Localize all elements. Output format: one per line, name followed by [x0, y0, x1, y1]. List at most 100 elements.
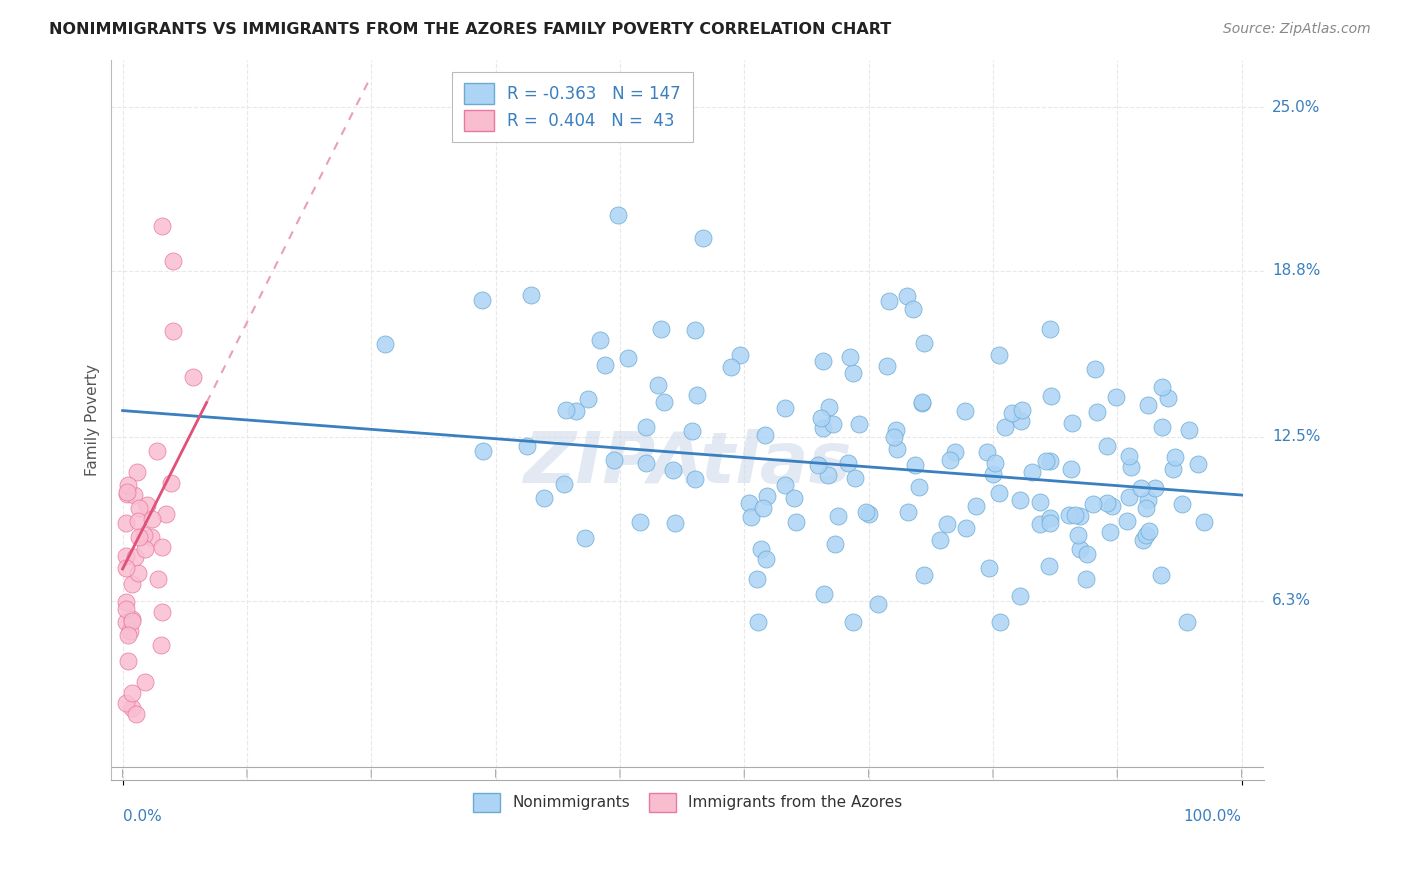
Point — [1150, 568, 1173, 582]
Point — [1171, 498, 1194, 512]
Point — [162, 254, 184, 268]
Point — [783, 491, 806, 506]
Point — [988, 348, 1011, 362]
Point — [1057, 508, 1080, 522]
Point — [810, 410, 832, 425]
Point — [1063, 508, 1085, 523]
Point — [155, 507, 177, 521]
Point — [115, 594, 138, 608]
Point — [817, 468, 839, 483]
Point — [115, 516, 138, 530]
Text: Source: ZipAtlas.com: Source: ZipAtlas.com — [1223, 22, 1371, 37]
Point — [160, 475, 183, 490]
Point — [981, 467, 1004, 482]
Point — [730, 349, 752, 363]
Point — [1069, 541, 1091, 556]
Point — [1132, 533, 1154, 547]
Point — [912, 336, 935, 351]
Point — [681, 424, 703, 438]
Point — [683, 323, 706, 337]
Point — [1084, 362, 1107, 376]
Point — [904, 458, 927, 472]
Point — [775, 478, 797, 492]
Point — [823, 417, 845, 431]
Point — [134, 528, 156, 542]
Point — [628, 516, 651, 530]
Point — [686, 388, 709, 402]
Point — [883, 430, 905, 444]
Point — [1059, 462, 1081, 476]
Point — [146, 444, 169, 458]
Point — [1038, 559, 1060, 574]
Point — [868, 597, 890, 611]
Point — [858, 507, 880, 521]
Point — [855, 505, 877, 519]
Point — [128, 530, 150, 544]
Point — [555, 403, 578, 417]
Point — [988, 615, 1011, 629]
Text: 18.8%: 18.8% — [1272, 263, 1320, 278]
Point — [1010, 414, 1032, 428]
Point — [516, 439, 538, 453]
Text: 25.0%: 25.0% — [1272, 100, 1320, 114]
Point — [553, 477, 575, 491]
Point — [911, 395, 934, 409]
Point — [837, 456, 859, 470]
Point — [839, 350, 862, 364]
Point — [117, 628, 139, 642]
Point — [634, 419, 657, 434]
Point — [1187, 458, 1209, 472]
Point — [664, 516, 686, 530]
Point — [115, 487, 138, 501]
Point — [1011, 403, 1033, 417]
Point — [842, 367, 865, 381]
Text: 6.3%: 6.3% — [1272, 593, 1312, 608]
Point — [1039, 322, 1062, 336]
Point — [811, 421, 834, 435]
Point — [121, 614, 143, 628]
Point — [117, 654, 139, 668]
Point — [593, 358, 616, 372]
Point — [1067, 528, 1090, 542]
Point — [1192, 515, 1215, 529]
Point — [749, 541, 772, 556]
Point — [773, 401, 796, 416]
Point — [121, 686, 143, 700]
Point — [1119, 460, 1142, 475]
Point — [574, 531, 596, 545]
Point — [1129, 481, 1152, 495]
Point — [720, 360, 742, 375]
Point — [576, 392, 599, 407]
Point — [661, 463, 683, 477]
Point — [752, 501, 775, 516]
Text: ZIPAtlas: ZIPAtlas — [523, 428, 852, 498]
Point — [1115, 514, 1137, 528]
Point — [1164, 450, 1187, 464]
Point — [1097, 496, 1119, 510]
Point — [1118, 449, 1140, 463]
Point — [1074, 572, 1097, 586]
Point — [692, 231, 714, 245]
Point — [842, 615, 865, 629]
Point — [150, 219, 173, 233]
Point — [738, 496, 761, 510]
Point — [817, 400, 839, 414]
Point — [1040, 389, 1063, 403]
Point — [141, 530, 163, 544]
Point — [1029, 516, 1052, 531]
Point — [1008, 589, 1031, 603]
Point — [134, 675, 156, 690]
Point — [1039, 510, 1062, 524]
Point — [955, 521, 977, 535]
Point — [652, 395, 675, 409]
Point — [117, 478, 139, 492]
Point — [1076, 547, 1098, 561]
Point — [125, 707, 148, 722]
Point — [1101, 499, 1123, 513]
Point — [121, 611, 143, 625]
Point — [943, 444, 966, 458]
Point — [1137, 492, 1160, 507]
Point — [471, 293, 494, 307]
Point — [564, 403, 586, 417]
Point — [1069, 509, 1091, 524]
